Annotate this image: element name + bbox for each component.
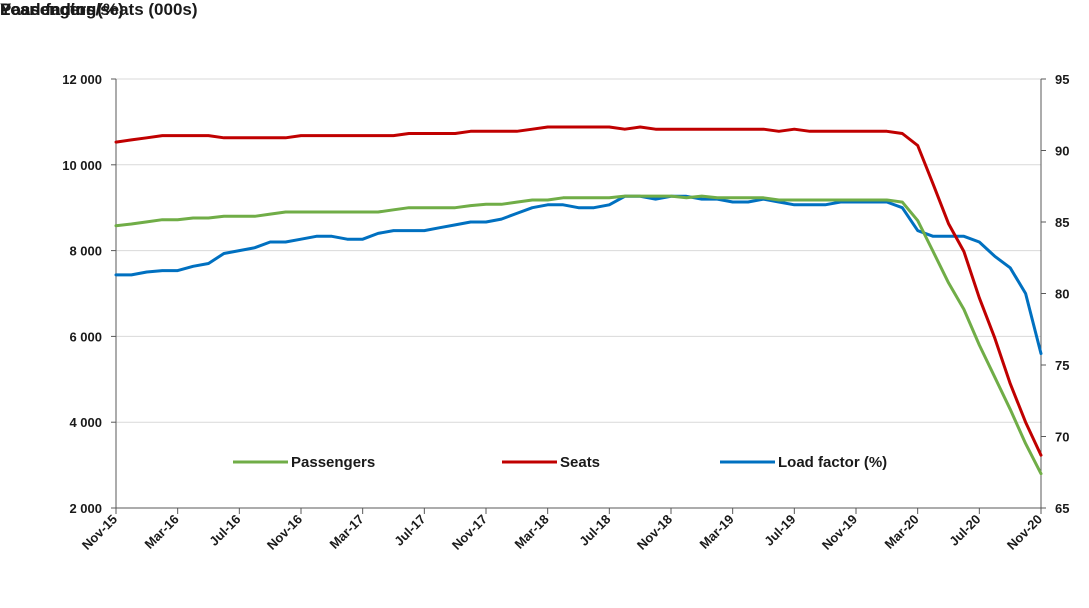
x-tick-label: Mar-19: [697, 512, 737, 552]
left-tick-label: 10 000: [62, 158, 102, 173]
legend-label-seats: Seats: [560, 454, 600, 471]
x-tick-label: Jul-16: [206, 512, 243, 549]
series-line-load-factor: [114, 194, 1043, 356]
series-lines: [114, 125, 1043, 476]
x-tick-label: Nov-18: [634, 512, 675, 553]
left-axis-title: Passengers/seats (000s): [0, 0, 198, 19]
legend-label-load-factor: Load factor (%): [778, 454, 887, 471]
x-tick-label: Jul-20: [946, 512, 983, 549]
left-tick-label: 12 000: [62, 72, 102, 87]
right-tick-label: 70: [1055, 430, 1069, 445]
left-tick-label: 2 000: [69, 501, 102, 516]
x-tick-label: Nov-20: [1004, 512, 1045, 553]
right-tick-label: 95: [1055, 72, 1069, 87]
right-axis-ticks: 65 70 75 80 85 90 95: [1041, 72, 1069, 516]
x-tick-label: Mar-16: [142, 512, 182, 552]
legend: Passengers Seats Load factor (%): [233, 454, 887, 471]
gridlines: [116, 78, 1041, 423]
x-tick-label: Mar-20: [882, 512, 922, 552]
x-tick-label: Nov-15: [79, 512, 120, 553]
x-tick-label: Mar-18: [512, 512, 552, 552]
legend-label-passengers: Passengers: [291, 454, 375, 471]
x-tick-label: Jul-17: [391, 512, 428, 549]
x-axis-title: Year ending: [0, 0, 97, 19]
right-tick-label: 85: [1055, 215, 1069, 230]
right-axis-title: Load factor (%): [0, 0, 124, 19]
right-tick-label: 90: [1055, 144, 1069, 159]
left-axis-ticks: 2 000 4 000 6 000 8 000 10 000 12 000: [62, 72, 116, 516]
left-tick-label: 4 000: [69, 415, 102, 430]
right-tick-label: 65: [1055, 501, 1069, 516]
x-tick-label: Mar-17: [327, 512, 367, 552]
x-tick-label: Nov-16: [264, 512, 305, 553]
x-tick-label: Jul-18: [576, 512, 613, 549]
right-tick-label: 75: [1055, 358, 1069, 373]
series-line-passengers: [114, 194, 1043, 476]
x-tick-label: Jul-19: [761, 512, 798, 549]
left-tick-label: 8 000: [69, 244, 102, 259]
left-tick-label: 6 000: [69, 329, 102, 344]
right-tick-label: 80: [1055, 287, 1069, 302]
x-tick-label: Nov-19: [819, 512, 860, 553]
x-tick-label: Nov-17: [449, 512, 490, 553]
series-line-seats: [114, 125, 1043, 457]
x-axis: Nov-15 Mar-16 Jul-16 Nov-16 Mar-17 Jul-17 Nov-…: [79, 79, 1045, 553]
